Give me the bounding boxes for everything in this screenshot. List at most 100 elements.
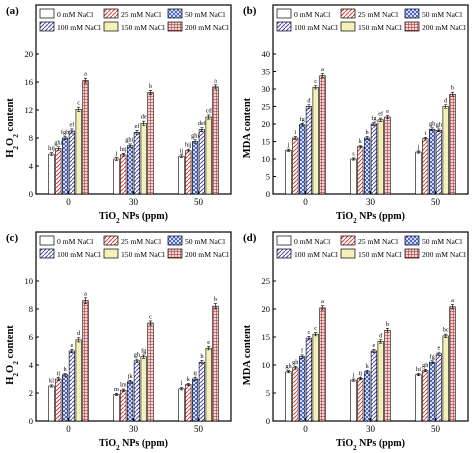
y-tick-label: 20 xyxy=(262,119,271,129)
error-bar xyxy=(444,333,448,338)
bar-100-mm-nacl-50 xyxy=(198,129,206,195)
error-bar xyxy=(179,387,184,391)
legend-label-200-mm-nacl: 200 mM NaCl xyxy=(185,23,229,32)
significance-letter: d xyxy=(379,332,383,339)
legend-swatch-100-mm-nacl xyxy=(276,21,292,32)
error-bar xyxy=(372,122,376,126)
error-bar xyxy=(207,346,211,351)
bar-100-mm-nacl-30 xyxy=(133,132,141,195)
significance-letter: fg xyxy=(141,347,147,354)
legend-label-150-mm-nacl: 150 mM NaCl xyxy=(121,250,165,259)
error-bar xyxy=(385,114,390,120)
y-tick-label: 15 xyxy=(262,332,271,342)
error-bar xyxy=(83,297,88,304)
significance-letter: a xyxy=(451,297,454,304)
legend-label-0-mm-nacl: 0 mM NaCl xyxy=(57,10,93,19)
x-tick-label: 0 xyxy=(66,424,71,434)
bar-50-mm-nacl-30 xyxy=(127,381,134,422)
error-bar xyxy=(70,349,74,353)
error-bar xyxy=(56,146,60,151)
error-bar xyxy=(365,136,369,140)
bar-50-mm-nacl-50 xyxy=(429,128,436,195)
y-tick-label: 20 xyxy=(25,49,34,59)
significance-letter: b xyxy=(386,321,389,328)
significance-letter: a xyxy=(214,77,217,84)
significance-letter: hij xyxy=(185,142,192,149)
significance-letter: fg xyxy=(299,116,305,123)
error-bar xyxy=(423,137,427,141)
legend-label-200-mm-nacl: 200 mM NaCl xyxy=(422,23,466,32)
bar-200-mm-nacl-0 xyxy=(319,75,326,195)
significance-letter: ij xyxy=(193,370,197,377)
y-tick-label: 0 xyxy=(29,189,33,199)
error-bar xyxy=(135,130,139,135)
bar-100-mm-nacl-30 xyxy=(370,350,378,422)
legend-swatch-50-mm-nacl xyxy=(404,235,420,246)
error-bar xyxy=(128,380,132,384)
significance-letter: i xyxy=(424,130,426,137)
error-bar xyxy=(307,336,311,341)
legend-label-150-mm-nacl: 150 mM NaCl xyxy=(358,23,402,32)
bar-150-mm-nacl-50 xyxy=(442,106,449,195)
bar-50-mm-nacl-0 xyxy=(61,137,69,195)
error-bar xyxy=(56,377,60,381)
panel-label: (b) xyxy=(243,5,257,17)
legend-label-200-mm-nacl: 200 mM NaCl xyxy=(422,250,466,259)
significance-letter: de xyxy=(141,114,147,121)
significance-letter: a xyxy=(321,66,324,73)
significance-letter: d xyxy=(307,97,311,104)
error-bar xyxy=(314,85,318,90)
error-bar xyxy=(430,127,434,131)
x-axis-label: TiO2 NPs (ppm) xyxy=(336,438,405,452)
bar-25-mm-nacl-30 xyxy=(120,154,127,195)
bar-200-mm-nacl-50 xyxy=(212,86,219,195)
bar-25-mm-nacl-0 xyxy=(55,148,62,195)
y-tick-label: 4 xyxy=(29,360,34,370)
y-tick-label: 5 xyxy=(266,172,270,182)
significance-letter: j xyxy=(115,150,118,157)
significance-letter: hi xyxy=(416,366,421,373)
legend-swatch-100-mm-nacl xyxy=(39,21,55,32)
bar-200-mm-nacl-0 xyxy=(82,80,89,195)
legend-label-100-mm-nacl: 100 mM NaCl xyxy=(294,250,338,259)
significance-letter: j xyxy=(417,143,420,150)
y-tick-label: 15 xyxy=(262,137,271,147)
x-tick-label: 50 xyxy=(431,197,441,207)
x-tick-label: 30 xyxy=(366,197,376,207)
error-bar xyxy=(193,377,197,381)
bar-25-mm-nacl-0 xyxy=(55,378,62,422)
bar-25-mm-nacl-50 xyxy=(185,384,192,422)
x-tick-label: 50 xyxy=(194,424,204,434)
legend-swatch-200-mm-nacl xyxy=(167,248,183,259)
error-bar xyxy=(293,136,297,140)
error-bar xyxy=(114,157,119,161)
legend-label-50-mm-nacl: 50 mM NaCl xyxy=(422,10,462,19)
error-bar xyxy=(300,354,304,359)
error-bar xyxy=(450,304,455,310)
error-bar xyxy=(121,388,125,392)
bar-200-mm-nacl-0 xyxy=(319,307,326,422)
x-tick-label: 30 xyxy=(129,424,139,434)
error-bar xyxy=(437,351,441,356)
significance-letter: e xyxy=(386,108,389,115)
bar-0-mm-nacl-30 xyxy=(113,158,120,195)
error-bar xyxy=(320,305,325,311)
legend-swatch-200-mm-nacl xyxy=(404,21,420,32)
significance-letter: m xyxy=(114,386,119,393)
y-tick-label: 25 xyxy=(262,102,271,112)
significance-letter: b xyxy=(214,296,217,303)
legend-swatch-150-mm-nacl xyxy=(103,248,119,259)
error-bar xyxy=(286,148,291,152)
significance-letter: h xyxy=(366,129,370,136)
error-bar xyxy=(142,120,146,126)
significance-letter: kl xyxy=(49,377,54,384)
bar-50-mm-nacl-30 xyxy=(364,371,371,422)
y-tick-label: 16 xyxy=(25,77,34,87)
bar-0-mm-nacl-50 xyxy=(415,374,422,422)
legend-swatch-0-mm-nacl xyxy=(39,8,55,19)
bar-25-mm-nacl-30 xyxy=(357,378,364,422)
error-bar xyxy=(358,145,362,149)
error-bar xyxy=(437,128,441,132)
significance-letter: b xyxy=(149,83,152,90)
error-bar xyxy=(83,77,88,84)
